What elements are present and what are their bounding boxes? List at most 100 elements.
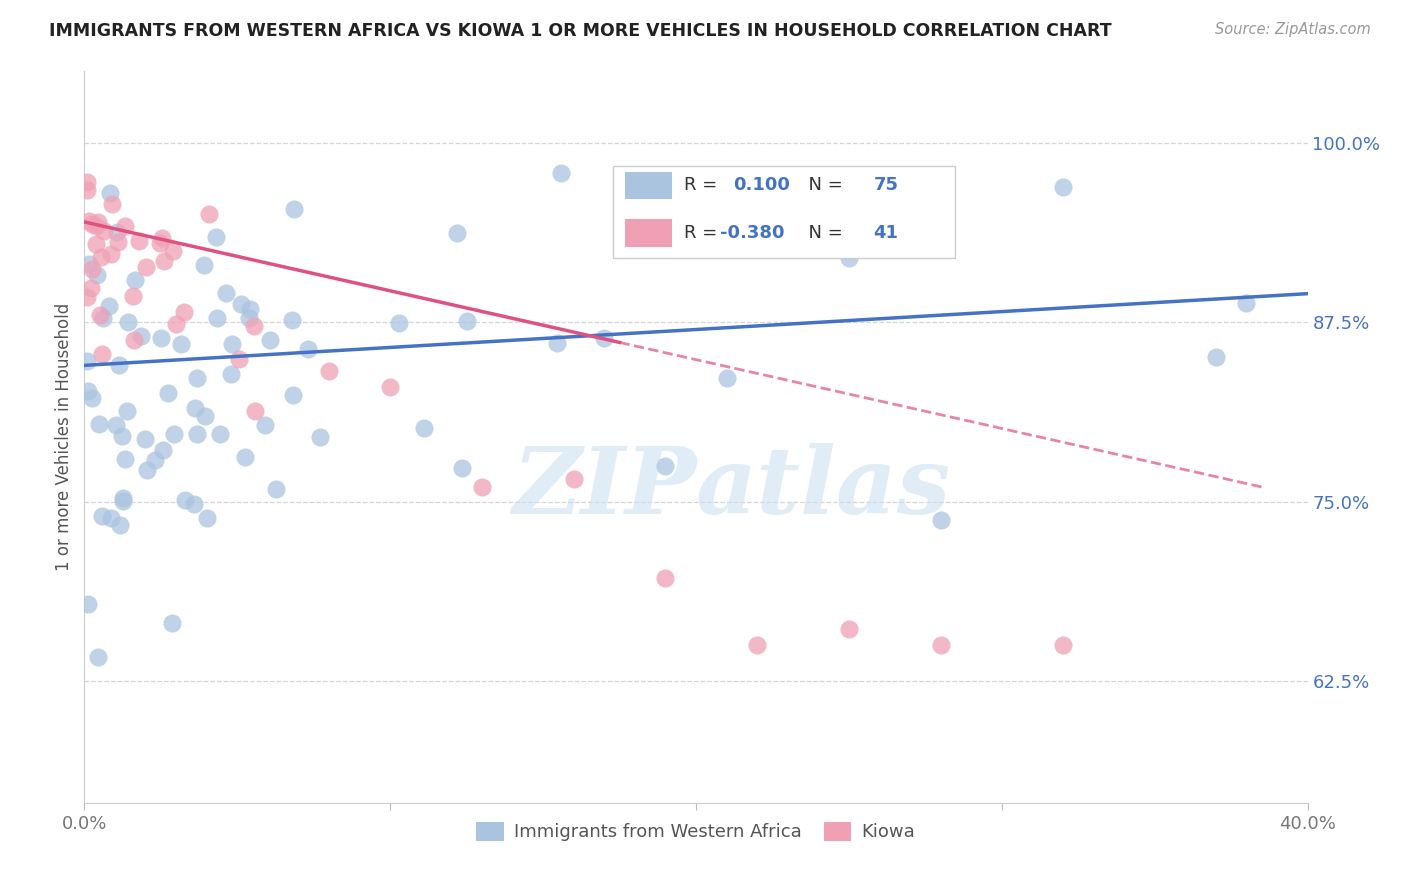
Point xyxy=(193,259,215,273)
Point xyxy=(84,237,107,252)
Point xyxy=(451,460,474,475)
Point xyxy=(89,309,111,323)
Point xyxy=(156,386,179,401)
Point xyxy=(186,371,208,385)
Point xyxy=(456,314,478,328)
Point xyxy=(413,421,436,435)
Point xyxy=(297,342,319,356)
Point xyxy=(233,450,256,465)
Point xyxy=(76,175,98,189)
Point xyxy=(134,432,156,446)
Point xyxy=(107,225,129,239)
Point xyxy=(77,384,100,398)
Point xyxy=(149,331,172,345)
Point xyxy=(281,313,304,327)
Point xyxy=(183,497,205,511)
Point xyxy=(1052,638,1074,652)
Point xyxy=(98,186,121,201)
Point xyxy=(654,459,676,474)
Point xyxy=(169,337,191,351)
Point xyxy=(184,401,207,416)
Point xyxy=(208,426,231,441)
Point xyxy=(107,235,129,249)
Point xyxy=(205,310,228,325)
Point xyxy=(87,215,110,229)
Point xyxy=(747,638,769,652)
Point xyxy=(129,329,152,343)
Point xyxy=(86,268,108,282)
Point xyxy=(153,253,176,268)
Point xyxy=(238,311,260,326)
Point xyxy=(1205,351,1227,365)
Point xyxy=(929,638,952,652)
Point xyxy=(380,379,402,393)
Text: N =: N = xyxy=(797,177,849,194)
Point xyxy=(318,364,340,378)
Text: 75: 75 xyxy=(873,177,898,194)
Point xyxy=(91,311,114,326)
Point xyxy=(122,289,145,303)
Point xyxy=(110,429,132,443)
Point xyxy=(243,318,266,333)
Point xyxy=(80,281,103,295)
Point xyxy=(654,571,676,585)
Point xyxy=(562,472,585,486)
Point xyxy=(446,226,468,240)
Point xyxy=(77,214,100,228)
Point xyxy=(388,316,411,330)
Point xyxy=(716,371,738,385)
Point xyxy=(162,244,184,259)
Point xyxy=(221,337,243,351)
Point xyxy=(215,286,238,301)
Point xyxy=(90,250,112,264)
Point xyxy=(84,219,107,233)
Point xyxy=(76,183,98,197)
Point xyxy=(929,513,952,527)
Point xyxy=(149,236,172,251)
Point xyxy=(1236,295,1258,310)
Point xyxy=(111,491,134,506)
Point xyxy=(165,318,187,332)
Point xyxy=(76,290,98,304)
Point xyxy=(80,261,103,276)
Point xyxy=(100,247,122,261)
Point xyxy=(838,622,860,636)
Point xyxy=(90,509,112,524)
Point xyxy=(101,196,124,211)
Point xyxy=(124,273,146,287)
Point xyxy=(173,304,195,318)
Point xyxy=(77,257,100,271)
Point xyxy=(186,426,208,441)
Point xyxy=(239,302,262,317)
Bar xyxy=(626,219,672,247)
Point xyxy=(194,409,217,424)
Point xyxy=(114,219,136,233)
Bar xyxy=(626,171,672,200)
Point xyxy=(124,334,146,348)
Point xyxy=(195,511,218,525)
Point xyxy=(152,443,174,458)
Point xyxy=(143,453,166,467)
Point xyxy=(173,493,195,508)
Point xyxy=(82,392,104,406)
Y-axis label: 1 or more Vehicles in Household: 1 or more Vehicles in Household xyxy=(55,303,73,571)
Point xyxy=(546,335,568,350)
Point xyxy=(550,166,572,180)
Text: IMMIGRANTS FROM WESTERN AFRICA VS KIOWA 1 OR MORE VEHICLES IN HOUSEHOLD CORRELAT: IMMIGRANTS FROM WESTERN AFRICA VS KIOWA … xyxy=(49,22,1112,40)
Point xyxy=(471,480,494,494)
Text: N =: N = xyxy=(797,224,849,242)
Point xyxy=(114,452,136,467)
Point xyxy=(115,403,138,417)
Text: 0.100: 0.100 xyxy=(733,177,790,194)
Point xyxy=(264,482,287,496)
Text: atlas: atlas xyxy=(696,443,952,533)
Point xyxy=(228,352,250,367)
Point xyxy=(309,430,332,444)
Point xyxy=(98,299,121,313)
Point xyxy=(150,231,173,245)
Point xyxy=(259,333,281,347)
Point xyxy=(86,649,108,664)
Point xyxy=(243,404,266,418)
Text: Source: ZipAtlas.com: Source: ZipAtlas.com xyxy=(1215,22,1371,37)
Point xyxy=(117,314,139,328)
